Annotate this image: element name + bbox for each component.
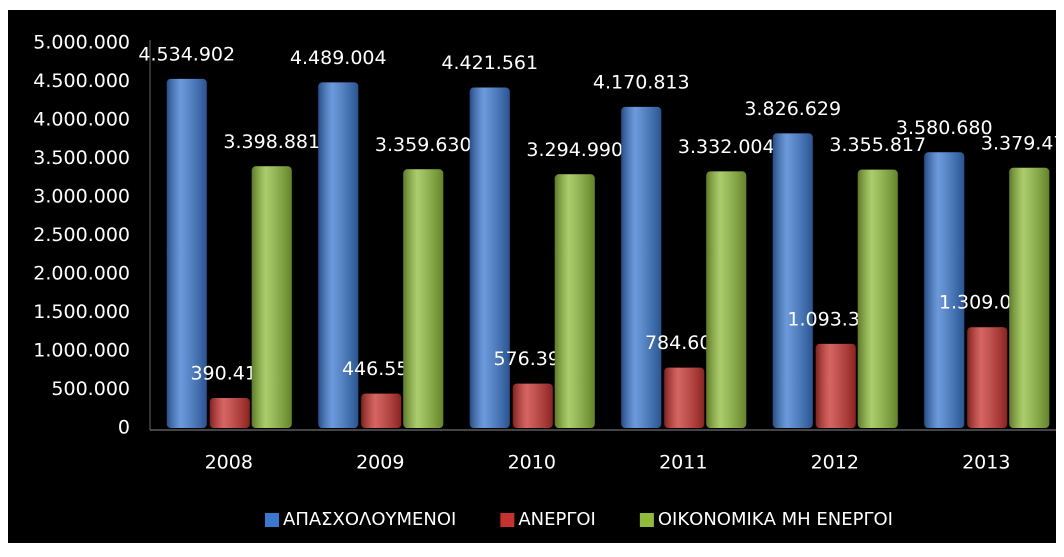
bar-shade [772, 133, 813, 429]
bar-shade [318, 82, 359, 429]
y-tick-label: 3.500.000 [33, 147, 130, 169]
bar-shade [621, 106, 662, 428]
legend-swatch [500, 513, 515, 527]
value-label: 3.355.817 [829, 134, 926, 156]
legend-label: ΑΝΕΡΓΟΙ [518, 509, 596, 530]
value-label: 3.294.990 [526, 139, 623, 161]
bar-shade [469, 87, 510, 429]
value-label: 4.489.004 [290, 47, 387, 69]
bar-shade [361, 393, 402, 428]
x-tick-label: 2011 [659, 452, 707, 474]
bar-shade [403, 169, 444, 429]
value-label: 784.600 [645, 332, 724, 354]
legend-swatch [639, 513, 654, 527]
value-label: 3.332.004 [678, 136, 775, 158]
value-label: 4.421.561 [441, 52, 538, 74]
y-tick-label: 4.500.000 [33, 70, 130, 92]
bar-shade [251, 166, 292, 428]
value-label: 576.399 [493, 348, 572, 370]
x-tick-label: 2008 [205, 452, 253, 474]
bar-shade [815, 343, 856, 428]
y-tick-label: 2.000.000 [33, 263, 130, 285]
x-tick-label: 2012 [811, 452, 859, 474]
value-label: 446.559 [342, 358, 421, 380]
x-tick-label: 2013 [962, 452, 1010, 474]
value-label: 4.170.813 [593, 71, 690, 93]
bar-shade [512, 383, 553, 428]
y-tick-label: 5.000.000 [33, 32, 130, 54]
legend-label: ΑΠΑΣΧΟΛΟΥΜΕΝΟΙ [283, 509, 456, 530]
y-tick-label: 2.500.000 [33, 224, 130, 246]
y-tick-label: 3.000.000 [33, 186, 130, 208]
bar-shade [664, 367, 705, 428]
value-label: 3.580.680 [896, 117, 993, 139]
y-tick-label: 4.000.000 [33, 109, 130, 131]
bar-shade [1009, 167, 1050, 428]
y-tick-label: 1.000.000 [33, 340, 130, 362]
bar-shade [166, 78, 207, 428]
y-tick-label: 1.500.000 [33, 301, 130, 323]
x-tick-label: 2010 [508, 452, 556, 474]
value-label: 390.412 [190, 362, 269, 384]
value-label: 4.534.902 [138, 43, 235, 65]
legend-label: ΟΙΚΟΝΟΜΙΚΑ ΜΗ ΕΝΕΡΓΟΙ [658, 509, 893, 530]
bar-shade [924, 152, 965, 428]
value-label: 3.398.881 [223, 131, 320, 153]
bar-shade [706, 171, 747, 428]
bar-shade [209, 397, 250, 428]
bar-shade [857, 169, 898, 428]
value-label: 3.359.630 [375, 134, 472, 156]
x-tick-label: 2009 [356, 452, 404, 474]
bar-shade [967, 327, 1008, 428]
y-tick-label: 500.000 [51, 378, 130, 400]
value-label: 3.826.629 [744, 98, 841, 120]
bar-shade [554, 174, 595, 428]
legend-swatch [265, 513, 279, 527]
value-label: 3.379.478 [981, 132, 1064, 154]
y-tick-label: 0 [118, 417, 130, 439]
